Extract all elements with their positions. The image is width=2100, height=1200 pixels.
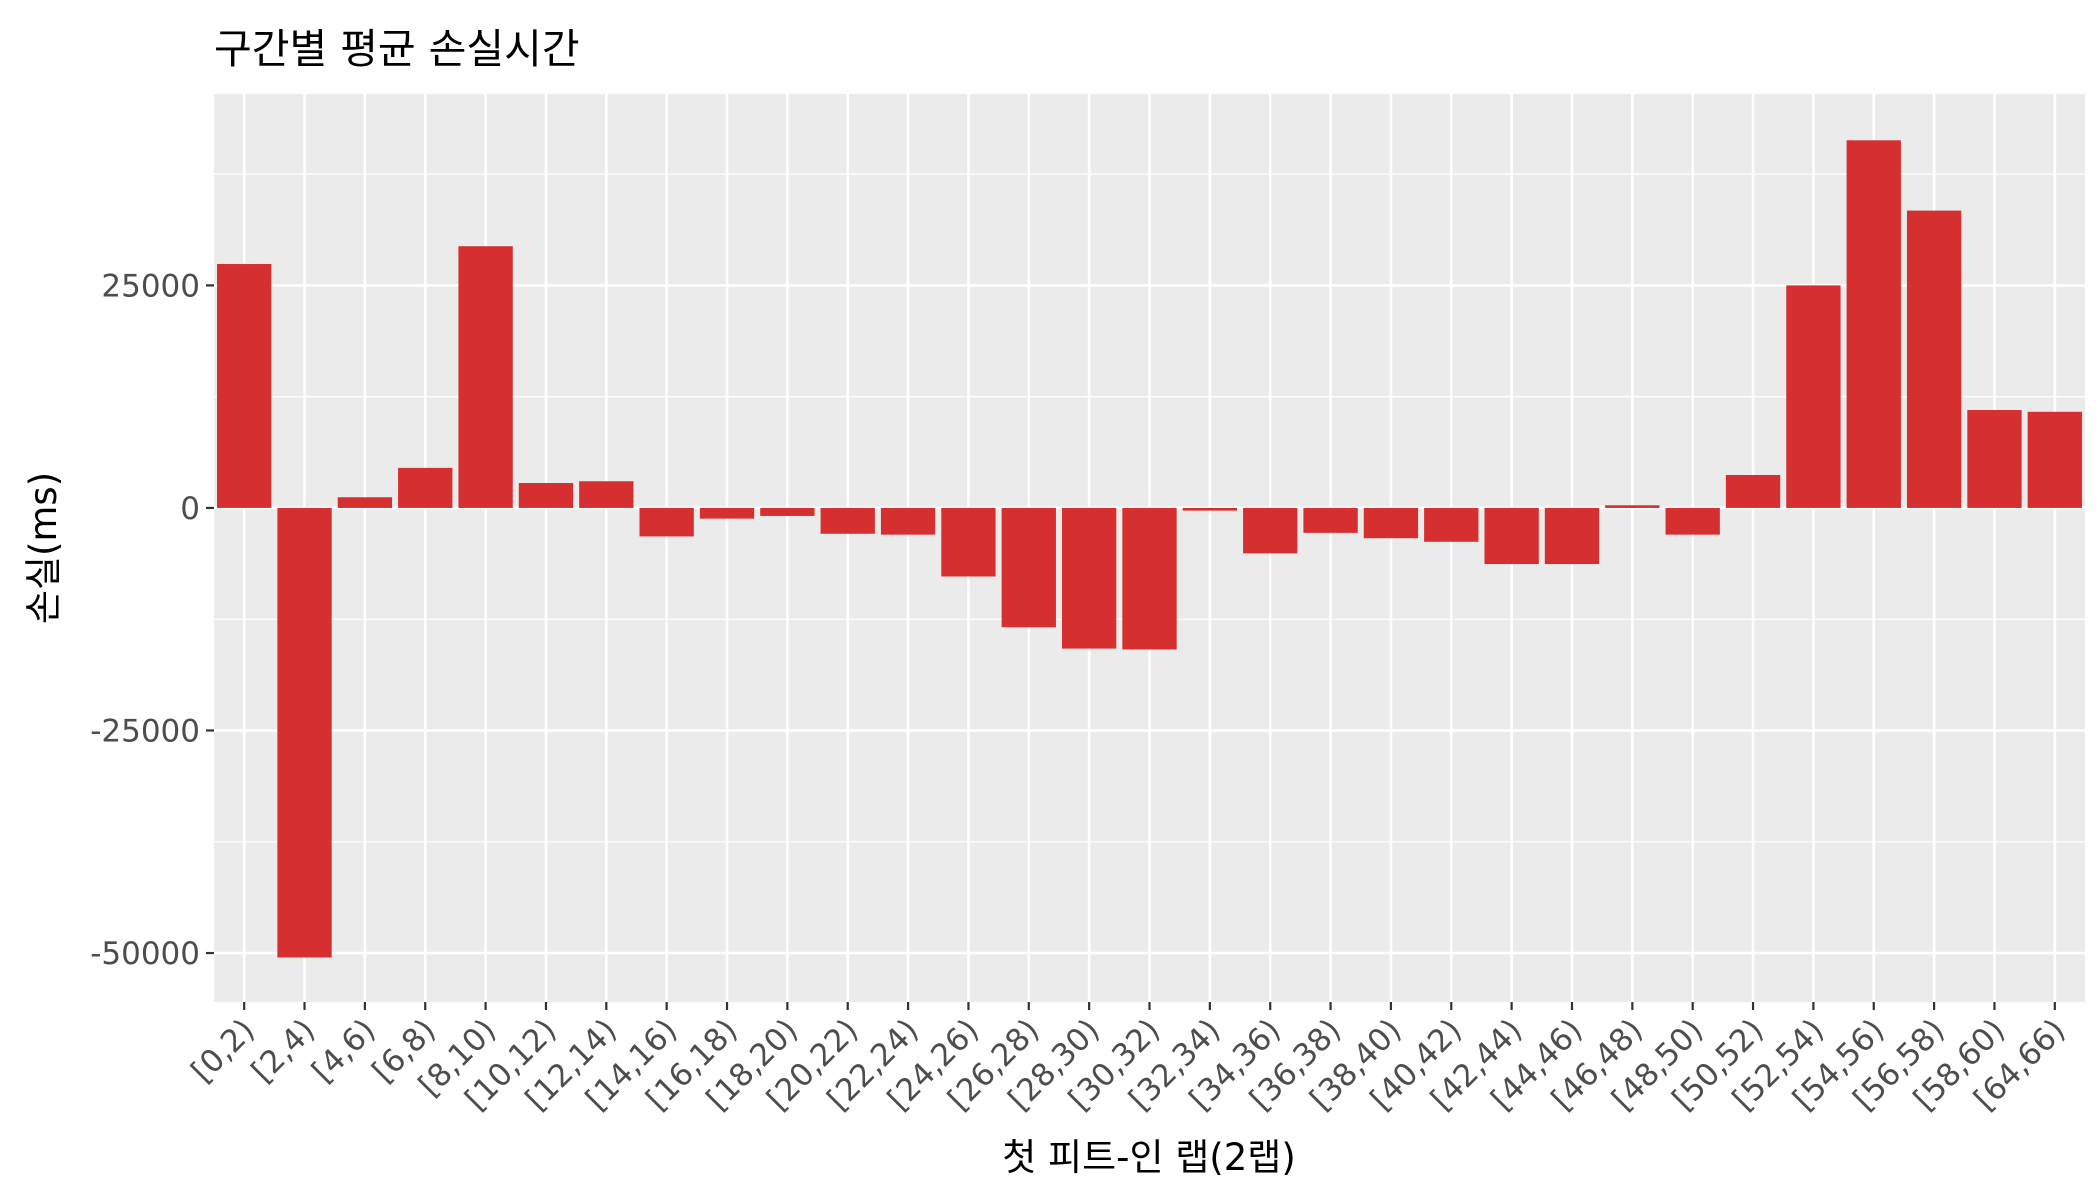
bar	[1484, 507, 1539, 565]
bar	[1303, 507, 1358, 533]
bar	[1906, 210, 1962, 508]
bar	[398, 467, 453, 508]
bar	[579, 481, 634, 508]
bar	[1182, 507, 1238, 511]
bar	[1846, 140, 1901, 508]
y-axis: -50000 -25000 0 25000	[90, 268, 214, 972]
x-axis-title: 첫 피트-인 랩(2랩)	[1002, 1136, 1296, 1179]
bar	[1243, 507, 1298, 554]
bar	[1061, 507, 1117, 649]
bar	[1001, 507, 1056, 628]
bar	[217, 264, 272, 508]
y-tick-label: 25000	[101, 268, 200, 304]
bar	[518, 483, 574, 508]
bar	[458, 246, 513, 508]
x-tick-label: [4,6)	[305, 1012, 382, 1089]
bar	[941, 507, 996, 577]
bar	[1424, 507, 1479, 542]
bar	[1363, 507, 1419, 539]
bar	[1665, 507, 1720, 535]
y-tick-label: 0	[180, 491, 200, 527]
bar	[277, 507, 332, 958]
bar	[2027, 411, 2082, 508]
bar	[880, 507, 936, 535]
bar	[699, 507, 755, 519]
bars	[217, 140, 2082, 958]
bar	[1544, 507, 1600, 565]
y-axis-title: 손실(ms)	[22, 472, 65, 624]
bar	[337, 497, 393, 508]
y-tick-label: -50000	[90, 936, 200, 972]
x-tick-label: [2,4)	[245, 1012, 322, 1089]
x-tick-label: [0,2)	[184, 1012, 261, 1089]
bar	[820, 507, 875, 534]
bar	[1605, 505, 1660, 508]
bar	[760, 507, 815, 516]
chart-title: 구간별 평균 손실시간	[214, 25, 580, 73]
x-axis: [0,2)[2,4)[4,6)[6,8)[8,10)[10,12)[12,14)…	[184, 1002, 2072, 1118]
y-tick-label: -25000	[90, 713, 200, 749]
bar	[1725, 475, 1781, 508]
bar	[639, 507, 694, 537]
bar	[1786, 285, 1841, 508]
bar	[1967, 410, 2022, 508]
bar	[1122, 507, 1177, 650]
